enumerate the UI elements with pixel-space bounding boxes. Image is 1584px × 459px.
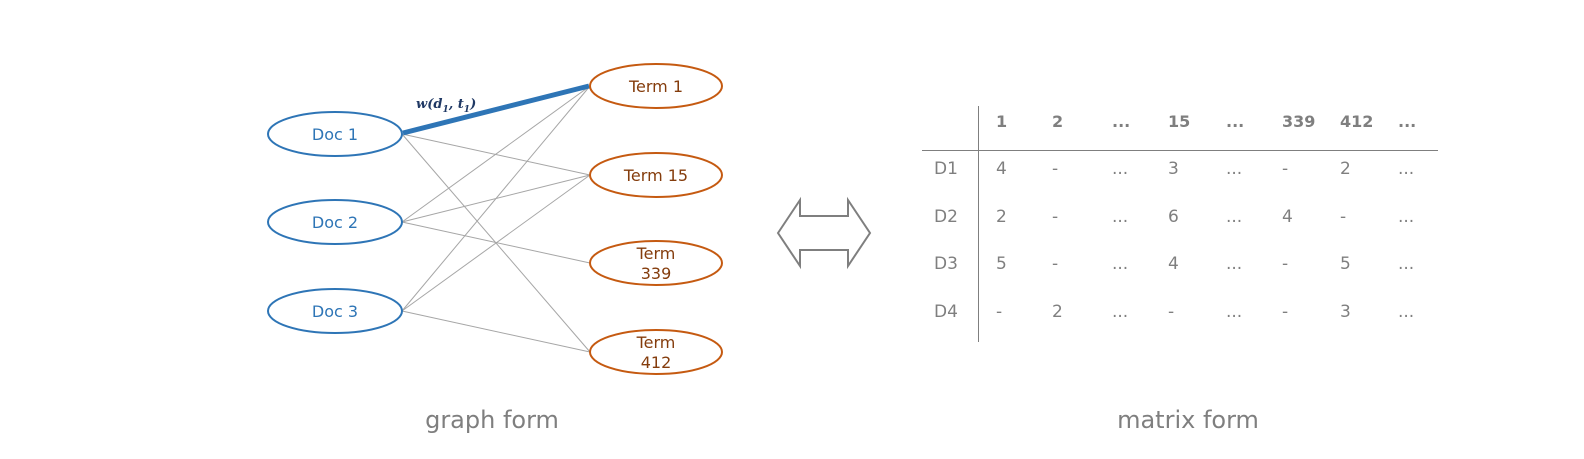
term-node-4 [589, 329, 723, 375]
matrix-cell: 2 [1052, 302, 1063, 322]
doc-node-2 [267, 199, 403, 245]
edge-doc2-term1 [401, 85, 591, 223]
matrix-divider-header [978, 106, 979, 150]
edge-doc3-term1 [401, 85, 591, 312]
matrix-cell: ... [1398, 159, 1415, 179]
matrix-cell: ... [1112, 254, 1129, 274]
doc-node-3 [267, 288, 403, 334]
matrix-cell: 2 [996, 207, 1007, 227]
matrix-cell: - [1282, 302, 1289, 322]
matrix-cell: ... [1398, 302, 1415, 322]
term-node-label: Term 1 [628, 77, 683, 96]
matrix-column-header: 2 [1052, 112, 1064, 131]
highlight-edge [402, 83, 590, 136]
matrix-cell: ... [1226, 207, 1243, 227]
double-arrow-icon [776, 196, 872, 270]
matrix-cell: 4 [1282, 207, 1293, 227]
matrix-cell: - [1168, 302, 1175, 322]
matrix-cell: - [996, 302, 1003, 322]
doc-node-label: Doc 2 [312, 213, 358, 232]
matrix-cell: - [1282, 159, 1289, 179]
term-node-label: Term 15 [623, 166, 688, 185]
edge-doc3-term2 [401, 174, 591, 312]
matrix-column-header: 412 [1340, 112, 1374, 131]
matrix-cell: - [1282, 254, 1289, 274]
matrix-row-label: D3 [934, 254, 958, 274]
matrix-column-header: ... [1398, 112, 1417, 131]
matrix-cell: ... [1112, 207, 1129, 227]
matrix-cell: ... [1398, 207, 1415, 227]
term-node-1 [589, 63, 723, 109]
matrix-cell: ... [1112, 159, 1129, 179]
matrix-cell: - [1340, 207, 1347, 227]
matrix-cell: - [1052, 159, 1059, 179]
matrix-header-rule [922, 150, 1438, 151]
matrix-caption: matrix form [1117, 406, 1259, 434]
term-node-label: Term 412 [636, 333, 676, 372]
matrix-cell: 5 [996, 254, 1007, 274]
matrix-cell: 3 [1340, 302, 1351, 322]
graph-caption: graph form [425, 406, 559, 434]
term-node-3 [589, 240, 723, 286]
matrix-divider-body [978, 151, 979, 342]
matrix-cell: - [1052, 207, 1059, 227]
edges [401, 85, 591, 353]
matrix-column-header: 339 [1282, 112, 1316, 131]
doc-term-matrix: 1 2... 15... 339 412... D1 4 -... 3... - 2... D2 2 -.… [922, 98, 1438, 342]
edge-doc3-term4 [401, 310, 591, 353]
matrix-cell: ... [1226, 159, 1243, 179]
matrix-row-label: D2 [934, 207, 958, 227]
edge-weight-label: w(d1, t1) [416, 97, 476, 115]
matrix-cell: ... [1112, 302, 1129, 322]
matrix-cell: 2 [1340, 159, 1351, 179]
matrix-row-label: D1 [934, 159, 958, 179]
matrix-cell: - [1052, 254, 1059, 274]
matrix-column-header: ... [1226, 112, 1245, 131]
matrix-cell: 4 [996, 159, 1007, 179]
doc-node-label: Doc 3 [312, 302, 358, 321]
term-node-label: Term 339 [636, 244, 676, 283]
matrix-cell: ... [1226, 302, 1243, 322]
matrix-cell: 3 [1168, 159, 1179, 179]
term-nodes: Term 1 Term 15 Term 339 Term 412 [589, 63, 723, 375]
doc-nodes: Doc 1 Doc 2 Doc 3 [267, 111, 403, 334]
matrix-column-header: ... [1112, 112, 1131, 131]
matrix-cell: ... [1398, 254, 1415, 274]
matrix-cell: 4 [1168, 254, 1179, 274]
matrix-cell: 6 [1168, 207, 1179, 227]
term-node-2 [589, 152, 723, 198]
matrix-cell: ... [1226, 254, 1243, 274]
matrix-column-header: 15 [1168, 112, 1191, 131]
matrix-row-label: D4 [934, 302, 958, 322]
doc-node-1 [267, 111, 403, 157]
doc-node-label: Doc 1 [312, 125, 358, 144]
matrix-cell: 5 [1340, 254, 1351, 274]
matrix-column-header: 1 [996, 112, 1008, 131]
